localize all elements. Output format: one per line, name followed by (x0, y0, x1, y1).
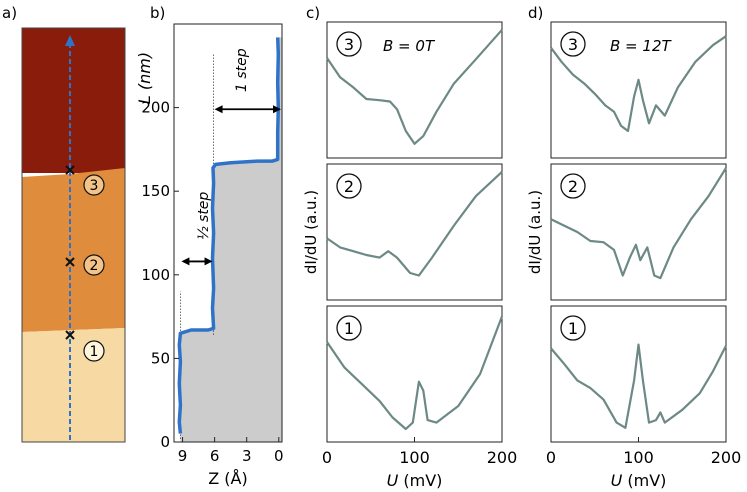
panel-a-image: 3 2 1 (21, 27, 126, 443)
spectrum-line-1 (326, 316, 504, 431)
x-axis-label: U (mV) (611, 471, 667, 490)
arrow-head-icon (214, 105, 223, 114)
profile-fill (179, 37, 282, 443)
curve-number: 1 (568, 319, 578, 338)
annotation-half-step: ½ step (196, 192, 212, 240)
x-tick-label: 100 (623, 448, 654, 467)
spectrum-panel-1: 1 (550, 305, 727, 443)
axes-frame (173, 23, 283, 443)
field-label: B = 12T (610, 37, 672, 55)
curve-number-badge (560, 315, 586, 341)
y-axis-label: dI/dU (a.u.) (526, 190, 544, 274)
y-axis-label: L (nm) (135, 52, 154, 104)
arrow-head-icon (204, 257, 213, 266)
spectrum-panel-2: 2 (550, 163, 727, 301)
curve-number-badge (336, 31, 362, 57)
y-axis-label: dI/dU (a.u.) (302, 190, 320, 274)
curve-number: 3 (568, 35, 578, 54)
curve-number: 3 (344, 35, 354, 54)
curve-number-badge (560, 31, 586, 57)
x-axis-label: Z (Å) (208, 469, 247, 488)
curve-number-badge (560, 173, 586, 199)
spectrum-line-3 (326, 29, 503, 145)
spectrum-panel-3: 3 (326, 21, 503, 159)
svg-text:1: 1 (90, 344, 99, 360)
spectrum-panel-1: 1 (326, 305, 504, 443)
x-axis-label: U (mV) (387, 471, 443, 490)
spectra-chart-0T: 3 2 1 0 100 200 B = 0T U (mV) dI/dU (a.u.) (302, 21, 518, 490)
scan-arrow-icon (65, 35, 75, 46)
curve-number: 2 (568, 177, 578, 196)
spectrum-panel-2: 2 (326, 163, 503, 301)
svg-text:3: 3 (90, 178, 99, 194)
x-tick-label: 9 (178, 447, 188, 465)
spectrum-line-1 (550, 343, 727, 429)
x-tick-label: 0 (322, 448, 332, 467)
x-tick-label: 200 (711, 448, 742, 467)
spectra-chart-12T: 3 2 1 0 100 200 B = 12T U (mV) dI/dU (a.u.) (526, 21, 742, 490)
curve-number: 1 (344, 319, 354, 338)
annotation-1-step: 1 step (234, 48, 250, 92)
panel-d-label: d) (528, 4, 543, 22)
svg-text:2: 2 (90, 258, 99, 274)
y-tick-label: 0 (160, 433, 170, 451)
arrow-head-icon (273, 105, 281, 114)
spectrum-panel-3: 3 (550, 21, 727, 159)
field-label: B = 0T (383, 37, 436, 55)
spectrum-line-2 (326, 170, 503, 277)
terrace-mid (22, 168, 125, 332)
panel-b-label: b) (150, 4, 165, 22)
x-tick-label: 0 (546, 448, 556, 467)
position-marker-1: 1 (65, 330, 105, 362)
curve-number: 2 (344, 177, 354, 196)
x-tick-label: 6 (210, 447, 220, 465)
x-tick-label: 200 (487, 448, 518, 467)
height-profile-chart: 9 6 3 0 0 50 100 150 200 Z (Å) L (nm) 1 step ½ step (135, 23, 284, 488)
x-tick-label: 3 (242, 447, 252, 465)
spectrum-line-2 (550, 167, 727, 280)
profile-line (177, 37, 281, 434)
y-tick-label: 200 (141, 99, 170, 117)
position-marker-3: 3 (65, 165, 105, 196)
panel-a-label: a) (2, 4, 17, 22)
curve-number-badge (336, 315, 362, 341)
x-tick-label: 100 (399, 448, 430, 467)
panel-c-label: c) (306, 4, 320, 22)
curve-number-badge (336, 173, 362, 199)
y-tick-label: 150 (141, 182, 170, 200)
terrace-top (22, 28, 125, 173)
terrace-bottom (22, 328, 125, 442)
position-marker-2: 2 (65, 254, 105, 276)
arrow-head-icon (181, 257, 190, 266)
y-tick-label: 50 (151, 349, 170, 367)
spectrum-line-3 (550, 35, 727, 133)
image-frame (21, 27, 126, 443)
x-tick-label: 0 (274, 447, 284, 465)
y-tick-label: 100 (141, 266, 170, 284)
